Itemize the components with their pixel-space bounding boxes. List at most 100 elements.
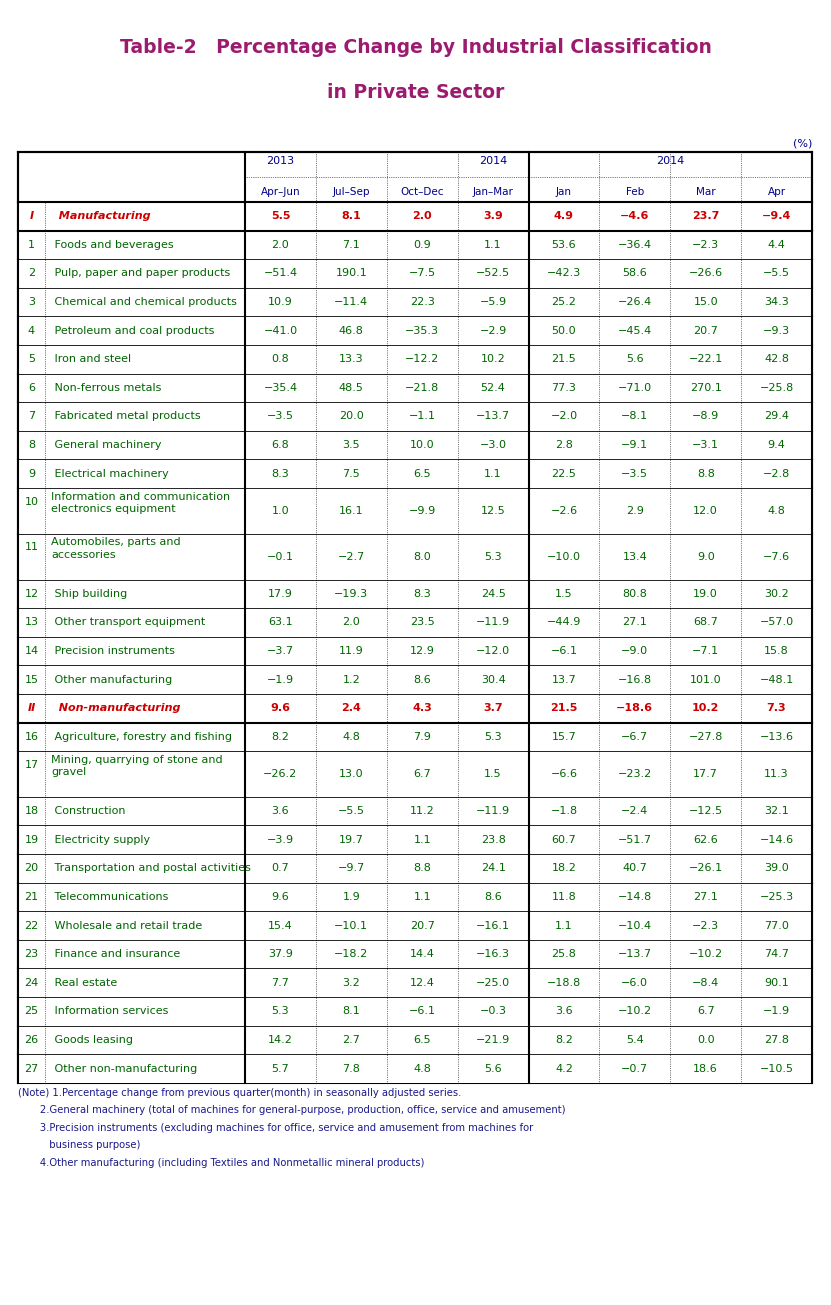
Text: 1.5: 1.5 — [484, 769, 502, 779]
Text: 20.0: 20.0 — [339, 411, 364, 422]
Text: −2.0: −2.0 — [550, 411, 578, 422]
Text: 80.8: 80.8 — [622, 589, 647, 599]
Bar — [18, 345, 812, 373]
Bar — [18, 202, 812, 231]
Text: 8.2: 8.2 — [272, 732, 289, 741]
Bar — [18, 288, 812, 316]
Text: −11.4: −11.4 — [334, 298, 368, 307]
Text: −2.3: −2.3 — [692, 920, 720, 930]
Text: Other manufacturing: Other manufacturing — [51, 675, 172, 685]
Text: Jan: Jan — [556, 187, 572, 197]
Text: 15: 15 — [24, 675, 38, 685]
Text: Mar: Mar — [696, 187, 715, 197]
Text: 10.9: 10.9 — [268, 298, 293, 307]
Text: 12: 12 — [24, 589, 38, 599]
Text: 40.7: 40.7 — [622, 864, 647, 873]
Text: 25: 25 — [24, 1006, 38, 1017]
Text: 3.Precision instruments (excluding machines for office, service and amusement fr: 3.Precision instruments (excluding machi… — [18, 1122, 534, 1133]
Text: −0.7: −0.7 — [622, 1064, 648, 1074]
Text: 8: 8 — [28, 440, 35, 450]
Text: 5.3: 5.3 — [272, 1006, 289, 1017]
Text: 4.8: 4.8 — [342, 732, 361, 741]
Text: −5.5: −5.5 — [763, 269, 790, 278]
Text: −12.5: −12.5 — [689, 806, 723, 816]
Text: 8.8: 8.8 — [696, 468, 715, 479]
Text: Electrical machinery: Electrical machinery — [51, 468, 169, 479]
Text: 22.3: 22.3 — [410, 298, 435, 307]
Text: 8.3: 8.3 — [272, 468, 289, 479]
Text: 18.6: 18.6 — [693, 1064, 718, 1074]
Text: −26.2: −26.2 — [263, 769, 297, 779]
Text: −4.6: −4.6 — [620, 211, 650, 222]
Text: 6.8: 6.8 — [272, 440, 289, 450]
Text: −51.4: −51.4 — [263, 269, 297, 278]
Text: −13.7: −13.7 — [617, 949, 652, 959]
Text: 7.8: 7.8 — [342, 1064, 361, 1074]
Text: Precision instruments: Precision instruments — [51, 646, 175, 656]
Text: −12.2: −12.2 — [405, 354, 440, 364]
Text: 11.8: 11.8 — [552, 893, 577, 902]
Text: 2: 2 — [28, 269, 35, 278]
Text: 6.7: 6.7 — [697, 1006, 715, 1017]
Text: −3.1: −3.1 — [692, 440, 719, 450]
Text: −9.7: −9.7 — [337, 864, 365, 873]
Text: 8.2: 8.2 — [555, 1035, 573, 1045]
Text: −18.2: −18.2 — [334, 949, 368, 959]
Text: −8.9: −8.9 — [692, 411, 720, 422]
Text: 7.3: 7.3 — [767, 703, 786, 714]
Text: −8.1: −8.1 — [622, 411, 648, 422]
Text: 13: 13 — [24, 617, 38, 628]
Text: 23.8: 23.8 — [480, 835, 505, 844]
Text: II: II — [27, 703, 36, 714]
Text: 7: 7 — [28, 411, 35, 422]
Text: 12.4: 12.4 — [410, 977, 435, 988]
Bar — [18, 608, 812, 637]
Text: 19.0: 19.0 — [693, 589, 718, 599]
Text: −26.6: −26.6 — [689, 269, 723, 278]
Text: −16.8: −16.8 — [617, 675, 652, 685]
Text: 27.1: 27.1 — [622, 617, 647, 628]
Text: 58.6: 58.6 — [622, 269, 647, 278]
Text: 24: 24 — [24, 977, 38, 988]
Text: 23.7: 23.7 — [692, 211, 720, 222]
Text: 25.8: 25.8 — [552, 949, 577, 959]
Text: 37.9: 37.9 — [268, 949, 293, 959]
Text: 14.2: 14.2 — [268, 1035, 293, 1045]
Text: 27.1: 27.1 — [693, 893, 718, 902]
Text: −3.0: −3.0 — [479, 440, 507, 450]
Text: −48.1: −48.1 — [760, 675, 794, 685]
Text: −57.0: −57.0 — [760, 617, 794, 628]
Text: 10.0: 10.0 — [410, 440, 435, 450]
Text: 11.2: 11.2 — [410, 806, 435, 816]
Text: 1.1: 1.1 — [484, 240, 502, 249]
Text: 3.7: 3.7 — [484, 703, 503, 714]
Text: 20.7: 20.7 — [410, 920, 435, 930]
Text: 26: 26 — [24, 1035, 38, 1045]
Bar — [18, 797, 812, 826]
Text: 1.5: 1.5 — [555, 589, 573, 599]
Text: 20.7: 20.7 — [693, 326, 718, 335]
Text: −1.1: −1.1 — [409, 411, 435, 422]
Text: 10.2: 10.2 — [480, 354, 505, 364]
Text: 11: 11 — [24, 543, 38, 552]
Text: −10.2: −10.2 — [689, 949, 723, 959]
Text: 1.0: 1.0 — [272, 506, 289, 515]
Text: 13.7: 13.7 — [552, 675, 577, 685]
Text: 77.0: 77.0 — [765, 920, 789, 930]
Text: 1.1: 1.1 — [413, 893, 431, 902]
Text: −10.2: −10.2 — [617, 1006, 652, 1017]
Text: 53.6: 53.6 — [552, 240, 576, 249]
Text: −7.1: −7.1 — [692, 646, 720, 656]
Text: −41.0: −41.0 — [263, 326, 297, 335]
Text: 8.6: 8.6 — [484, 893, 502, 902]
Text: 23.5: 23.5 — [410, 617, 435, 628]
Bar — [18, 911, 812, 940]
Text: 2013: 2013 — [267, 157, 294, 166]
Bar — [18, 579, 812, 608]
Bar — [18, 1026, 812, 1054]
Text: 2014: 2014 — [479, 157, 507, 166]
Text: (%): (%) — [793, 138, 812, 147]
Text: 0.7: 0.7 — [272, 864, 289, 873]
Text: −8.4: −8.4 — [692, 977, 720, 988]
Text: 19: 19 — [24, 835, 38, 844]
